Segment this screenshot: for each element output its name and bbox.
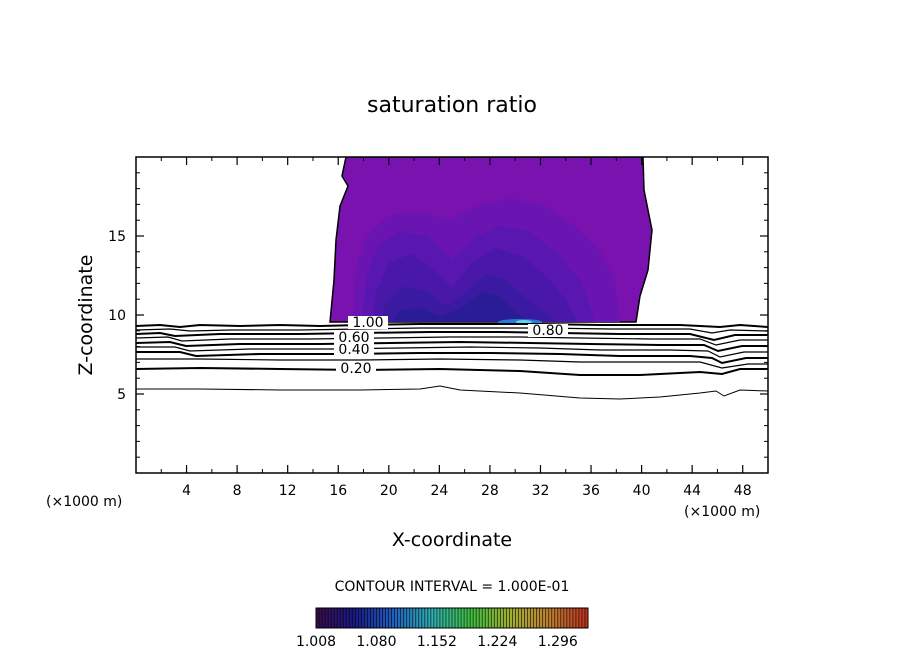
y-tick-label-2: 15 xyxy=(108,229,126,245)
contour-0-60 xyxy=(136,340,768,353)
contour-label-3: 0.80 xyxy=(532,323,563,339)
contour-0-80 xyxy=(136,331,768,342)
colorbar-tick-label-3: 1.224 xyxy=(477,634,517,650)
x-axis-label: X-coordinate xyxy=(392,529,512,551)
contour-label-bg-4 xyxy=(348,316,388,329)
y-tick-label-1: 10 xyxy=(108,308,126,324)
cloud-fill-layer-5 xyxy=(392,292,530,322)
x-tick-label-5: 24 xyxy=(430,483,448,499)
x-unit-right: (×1000 m) xyxy=(684,504,760,520)
contour-label-4: 1.00 xyxy=(352,315,383,331)
contour-label-1: 0.40 xyxy=(338,342,369,358)
x-tick-label-2: 12 xyxy=(279,483,297,499)
contour-label-bg-2 xyxy=(334,331,374,344)
x-tick-label-1: 8 xyxy=(233,483,242,499)
x-tick-label-9: 40 xyxy=(633,483,651,499)
y-tick-label-0: 5 xyxy=(117,387,126,403)
contour-labels: 0.20 0.400.60 0.80 1.00 xyxy=(334,315,568,377)
x-tick-label-8: 36 xyxy=(582,483,600,499)
colorbar-tick-label-2: 1.152 xyxy=(417,634,457,650)
contour-0-70 xyxy=(136,336,768,346)
contour-0-50 xyxy=(136,346,768,358)
contour-0-20 xyxy=(136,366,768,376)
x-tick-label-7: 32 xyxy=(532,483,550,499)
x-tick-label-3: 16 xyxy=(329,483,347,499)
contour-label-bg-0 xyxy=(336,362,376,375)
y-axis: 5 10 15 xyxy=(108,172,768,458)
x-unit-left: (×1000 m) xyxy=(46,494,122,510)
contour-0-90 xyxy=(136,327,768,334)
contour-lines xyxy=(136,323,768,400)
colorbar-labels: 1.008 1.080 1.152 1.224 1.296 xyxy=(296,634,578,650)
chart-title: saturation ratio xyxy=(367,93,537,118)
colorbar-tick-label-1: 1.080 xyxy=(356,634,396,650)
x-axis: 4 8 12 16 20 24 28 32 36 40 44 48 xyxy=(160,157,752,499)
y-axis-label: Z-coordinate xyxy=(75,255,97,376)
colorbar-stripes xyxy=(315,608,589,628)
colorbar-tick-label-0: 1.008 xyxy=(296,634,336,650)
contour-label-2: 0.60 xyxy=(338,330,369,346)
contour-0-40 xyxy=(136,351,768,365)
contour-0-10 xyxy=(136,385,768,400)
contour-interval-text: CONTOUR INTERVAL = 1.000E-01 xyxy=(335,579,570,595)
colorbar: 1.008 1.080 1.152 1.224 1.296 xyxy=(296,607,589,650)
contour-label-bg-3 xyxy=(528,324,568,337)
x-tick-label-11: 48 xyxy=(734,483,752,499)
x-tick-label-10: 44 xyxy=(683,483,701,499)
x-tick-label-0: 4 xyxy=(182,483,191,499)
colorbar-tick-label-4: 1.296 xyxy=(538,634,578,650)
contour-1-00 xyxy=(136,323,768,329)
colorbar-frame xyxy=(315,607,589,629)
contour-label-bg-1 xyxy=(334,343,374,356)
contour-label-0: 0.20 xyxy=(340,361,371,377)
x-tick-label-4: 20 xyxy=(380,483,398,499)
x-tick-label-6: 28 xyxy=(481,483,499,499)
cloud-region xyxy=(329,157,653,325)
contour-0-30 xyxy=(136,358,768,369)
